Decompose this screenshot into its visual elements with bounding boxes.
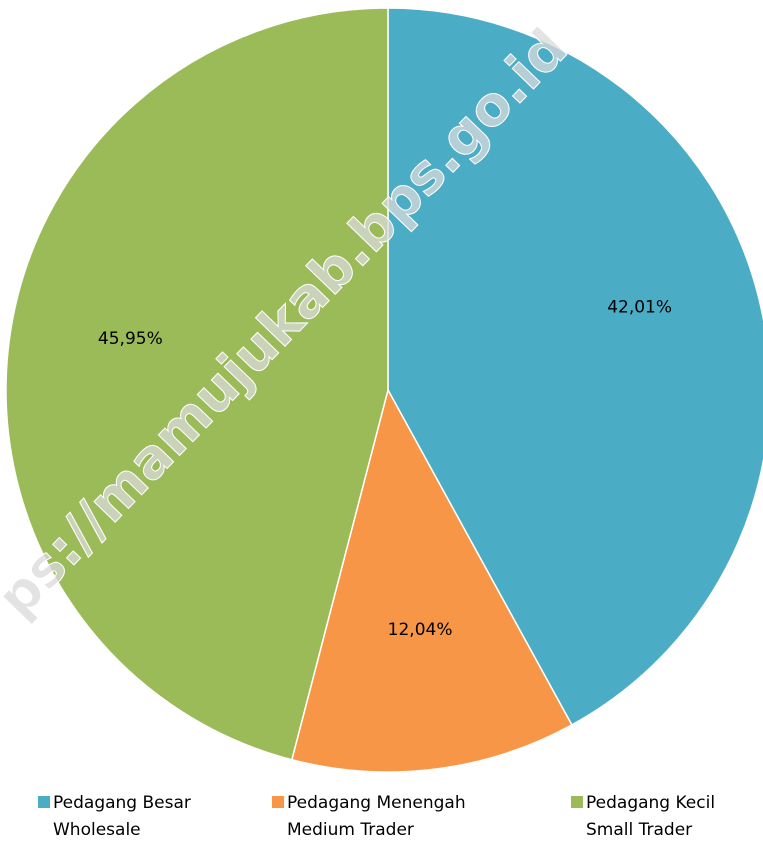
legend-label: Pedagang Menengah <box>287 793 466 813</box>
pie-slice <box>387 7 763 726</box>
data-label: 45,95% <box>98 329 163 349</box>
data-label: 12,04% <box>388 620 453 640</box>
legend-label: Pedagang Besar <box>53 793 191 813</box>
legend-label: Pedagang Kecil <box>586 793 715 813</box>
data-label: 42,01% <box>607 297 672 317</box>
legend-label-en: Small Trader <box>586 820 692 840</box>
pie-slice <box>290 387 573 773</box>
legend-swatch <box>38 796 50 808</box>
legend-label-en: Wholesale <box>53 820 141 840</box>
pie-slice <box>5 7 389 761</box>
legend-swatch <box>272 796 284 808</box>
legend-swatch <box>571 796 583 808</box>
legend-label-en: Medium Trader <box>287 820 414 840</box>
